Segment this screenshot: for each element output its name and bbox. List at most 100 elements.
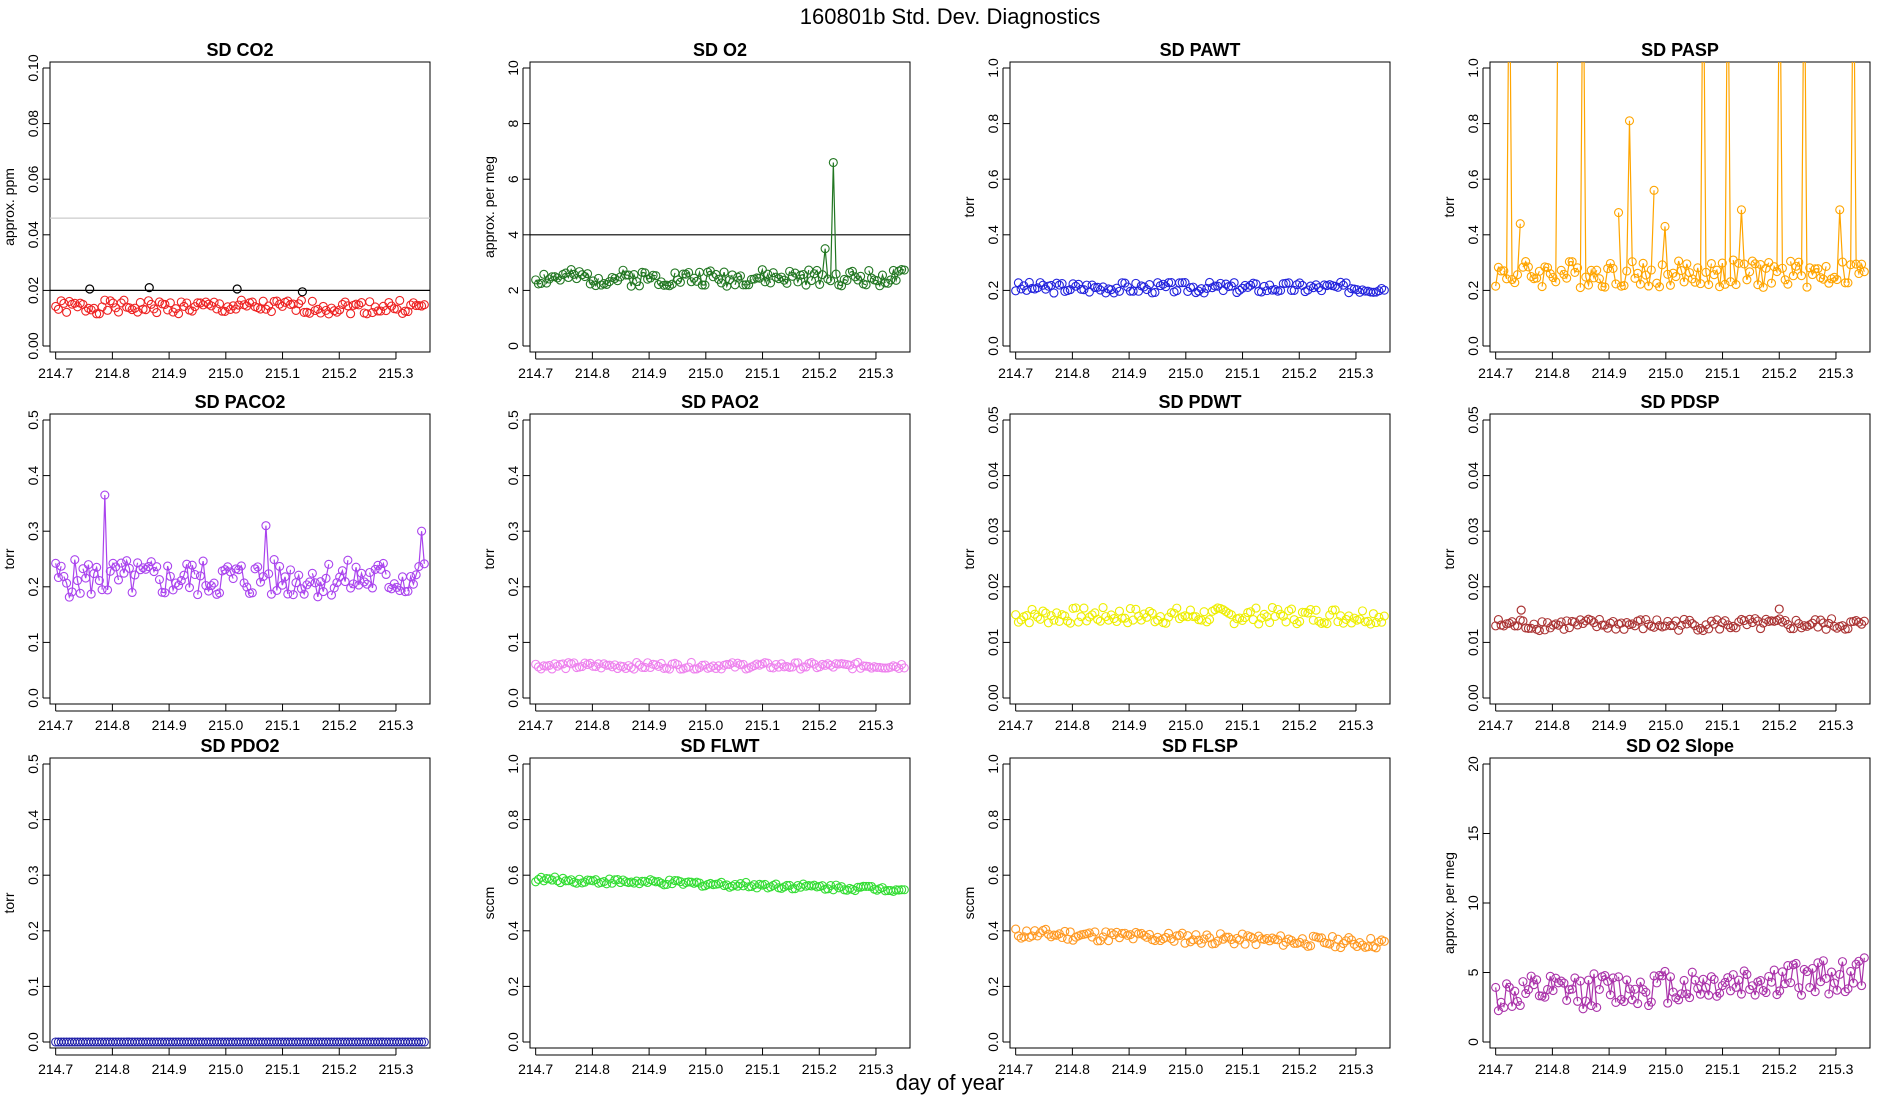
data-point xyxy=(1174,614,1185,624)
data-point xyxy=(160,299,170,309)
data-point xyxy=(1366,933,1376,944)
data-point xyxy=(146,299,156,309)
data-point xyxy=(1644,619,1654,629)
data-point xyxy=(1564,257,1574,267)
data-point xyxy=(659,663,669,674)
data-point xyxy=(318,587,328,597)
data-point xyxy=(1818,956,1828,966)
y-tick-label: 0.03 xyxy=(985,517,1001,544)
data-point xyxy=(536,664,546,674)
x-tick-label: 214.8 xyxy=(1055,717,1090,733)
data-point xyxy=(1106,928,1116,938)
data-point xyxy=(1783,279,1793,289)
data-point xyxy=(1079,603,1089,613)
data-point xyxy=(1840,278,1850,288)
data-point xyxy=(1306,604,1316,615)
data-point xyxy=(1289,938,1299,948)
data-point xyxy=(1510,621,1520,631)
data-point xyxy=(1259,609,1269,619)
data-point xyxy=(1292,280,1302,290)
y-axis-label: sccm xyxy=(481,887,497,920)
data-point xyxy=(1837,957,1848,967)
data-point xyxy=(536,278,546,288)
data-point xyxy=(1347,935,1357,945)
data-point xyxy=(94,576,104,586)
data-point xyxy=(1347,284,1357,294)
data-point xyxy=(228,574,238,584)
data-point xyxy=(1564,623,1574,633)
data-point xyxy=(1704,624,1714,634)
data-point xyxy=(272,585,282,595)
data-point xyxy=(1109,288,1119,298)
plot-box xyxy=(529,61,911,353)
data-point xyxy=(165,298,175,308)
data-point xyxy=(1600,971,1610,981)
data-point xyxy=(826,276,836,286)
y-tick-label: 0.4 xyxy=(25,466,41,486)
data-point xyxy=(1807,963,1817,974)
data-point xyxy=(250,564,260,574)
data-point xyxy=(1016,284,1026,294)
data-point xyxy=(53,304,63,314)
x-tick-label: 215.0 xyxy=(688,717,723,733)
data-point xyxy=(1046,611,1056,621)
data-point xyxy=(103,585,113,595)
data-point xyxy=(602,279,612,289)
data-point xyxy=(678,269,688,279)
x-tick-label: 215.1 xyxy=(1225,1061,1260,1077)
data-point xyxy=(1570,267,1580,277)
data-point xyxy=(305,308,315,318)
data-point xyxy=(1379,936,1389,946)
data-point xyxy=(127,587,137,598)
data-point xyxy=(719,267,729,277)
data-point xyxy=(1750,614,1760,624)
y-tick-label: 0.0 xyxy=(1465,336,1481,356)
data-point xyxy=(105,296,115,306)
chart-panel-9: SD PDO2 0.0 0.1 0.2 0.3 0.4 0.5 torr 214.7 214.8 2… xyxy=(1,736,431,1077)
data-point xyxy=(1837,257,1848,267)
x-tick-label: 214.7 xyxy=(518,1061,553,1077)
data-point xyxy=(1052,608,1062,618)
x-tick-label: 214.7 xyxy=(1478,1061,1513,1077)
data-point xyxy=(64,296,74,307)
data-point xyxy=(135,565,145,575)
data-point xyxy=(738,280,748,290)
data-point xyxy=(264,569,274,579)
data-point xyxy=(1098,282,1108,292)
data-point xyxy=(1766,977,1777,987)
data-point xyxy=(1859,616,1869,626)
data-point xyxy=(623,270,634,280)
data-point xyxy=(1739,259,1749,269)
data-point xyxy=(880,663,890,673)
data-point xyxy=(1761,614,1771,624)
y-tick-label: 1.0 xyxy=(985,58,1001,78)
x-tick-label: 215.2 xyxy=(1282,365,1317,381)
data-point xyxy=(1605,258,1615,269)
data-point xyxy=(269,296,279,306)
data-point xyxy=(329,583,339,593)
data-point xyxy=(1286,604,1297,614)
data-point xyxy=(324,559,334,569)
data-point xyxy=(561,663,571,674)
data-point xyxy=(1638,624,1648,634)
data-point xyxy=(1687,619,1697,629)
y-tick-label: 0.05 xyxy=(985,406,1001,433)
data-point xyxy=(1685,268,1695,278)
data-point xyxy=(1172,286,1182,296)
data-point xyxy=(335,305,345,315)
data-point xyxy=(414,1037,424,1047)
x-tick-label: 214.7 xyxy=(998,365,1033,381)
data-point xyxy=(656,658,666,669)
y-tick-label: 0.00 xyxy=(25,332,41,359)
data-point xyxy=(408,579,418,589)
data-point xyxy=(223,302,233,312)
data-point xyxy=(776,272,786,282)
data-point xyxy=(228,301,238,311)
x-axis-label: day of year xyxy=(895,1070,1005,1095)
y-tick-label: 0.10 xyxy=(25,54,41,81)
data-point xyxy=(867,273,877,283)
x-tick-label: 214.8 xyxy=(575,365,610,381)
data-point xyxy=(1663,998,1673,1008)
y-tick-label: 0.2 xyxy=(985,976,1001,996)
